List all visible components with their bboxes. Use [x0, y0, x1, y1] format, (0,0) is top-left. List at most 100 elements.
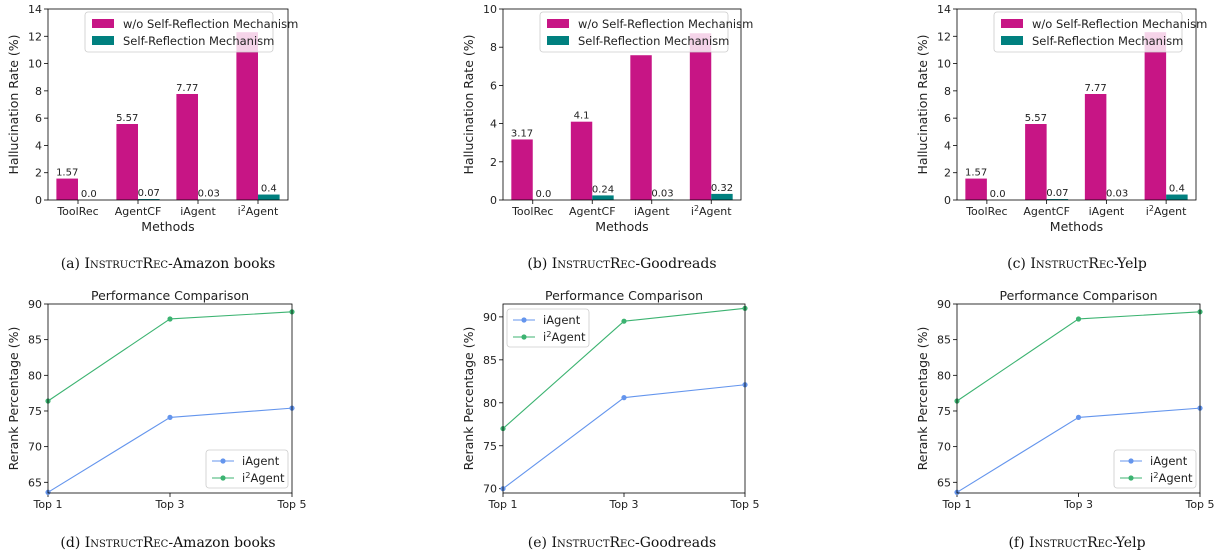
x-tick-label: ToolRec	[511, 205, 553, 218]
data-label: 0.03	[1106, 189, 1128, 200]
data-label: 4.1	[574, 111, 590, 122]
bar-with-reflection-agentcf	[592, 195, 614, 200]
data-label: 0.4	[1169, 184, 1185, 195]
y-tick-label: 85	[28, 334, 42, 347]
bar-with-reflection-i2agent	[258, 194, 280, 200]
y-tick-label: 0	[944, 194, 951, 207]
bar-without-reflection-iagent	[176, 93, 198, 200]
legend-marker	[1128, 475, 1134, 481]
y-tick-label: 4	[35, 139, 42, 152]
bar-with-reflection-agentcf	[138, 199, 160, 200]
series-line-iagent	[502, 384, 746, 490]
legend-swatch-with-reflection	[1001, 36, 1023, 45]
subfigure-caption-f: (f) InstructRec-Yelp	[1008, 535, 1145, 551]
legend-label: w/o Self-Reflection Mechanism	[1032, 17, 1207, 31]
y-tick-label: 2	[35, 167, 42, 180]
bar-without-reflection-agentcf	[570, 121, 593, 200]
y-tick-label: 80	[28, 369, 42, 382]
y-tick-label: 6	[490, 79, 497, 92]
bar-with-reflection-i2agent	[1166, 194, 1188, 200]
y-tick-label: 85	[937, 334, 951, 347]
y-tick-label: 8	[35, 85, 42, 98]
series-line-i2agent	[956, 311, 1201, 402]
data-label: 0.0	[536, 189, 552, 200]
y-tick-label: 2	[944, 167, 951, 180]
y-tick-label: 10	[937, 58, 951, 71]
y-tick-label: 75	[28, 405, 42, 418]
y-tick-label: 65	[28, 476, 42, 489]
y-tick-label: 10	[483, 3, 497, 16]
bar-without-reflection-toolrec	[56, 178, 78, 200]
legend-swatch-with-reflection	[547, 36, 569, 45]
legend-swatch-with-reflection	[92, 36, 114, 45]
plot-frame	[502, 8, 742, 201]
y-tick-label: 12	[937, 30, 951, 43]
data-label: 7.77	[1084, 83, 1106, 94]
legend-label: iAgent	[543, 313, 581, 327]
legend-label: Self-Reflection Mechanism	[1032, 34, 1183, 48]
y-axis-label: Hallucination Rate (%)	[6, 34, 21, 174]
legend-box	[993, 11, 1183, 53]
y-tick-label: 6	[944, 112, 951, 125]
chart-title: Performance Comparison	[999, 288, 1157, 303]
legend-swatch-without-reflection	[547, 19, 569, 28]
data-point-i2agent	[167, 316, 173, 322]
x-tick-label: Top 5	[1184, 498, 1214, 511]
x-tick-label: AgentCF	[1023, 205, 1070, 218]
data-label: 5.57	[1025, 113, 1047, 124]
data-point-i2agent	[621, 318, 627, 324]
x-tick-label: ToolRec	[56, 205, 98, 218]
bar-without-reflection-agentcf	[116, 124, 138, 200]
x-tick-label: Top 3	[1063, 498, 1093, 511]
legend-label: Self-Reflection Mechanism	[578, 34, 729, 48]
chart-title: Performance Comparison	[91, 288, 249, 303]
subfigure-caption-a: (a) InstructRec-Amazon books	[61, 256, 276, 272]
bar-with-reflection-agentcf	[1046, 199, 1069, 200]
x-tick-label: AgentCF	[569, 205, 616, 218]
data-label: 0.32	[711, 183, 733, 194]
bar-chart-2: 3.17 0.0 ToolRec 4.1 0.24 AgentCF 0.03 iAgent 0.…	[461, 3, 753, 234]
x-tick-label: Top 1	[32, 498, 62, 511]
legend-marker	[521, 317, 527, 323]
legend-swatch-without-reflection	[92, 19, 114, 28]
legend-marker	[1128, 458, 1134, 464]
y-tick-label: 90	[483, 311, 497, 324]
legend-marker	[220, 475, 226, 481]
x-tick-label: iAgent	[180, 205, 216, 218]
data-label: 0.0	[81, 189, 97, 200]
x-tick-label: Top 3	[154, 498, 184, 511]
line-chart-6: 65 70 75 80 85 90 Top 1 Top 3 Top 5 Performance C…	[915, 288, 1215, 511]
x-tick-label: Top 1	[487, 498, 517, 511]
x-axis-label: Methods	[141, 219, 194, 234]
data-label: 3.17	[511, 128, 533, 139]
legend-label: w/o Self-Reflection Mechanism	[123, 17, 298, 31]
legend-marker	[521, 334, 527, 340]
legend-label: w/o Self-Reflection Mechanism	[578, 17, 753, 31]
y-tick-label: 4	[490, 118, 497, 131]
y-tick-label: 12	[28, 30, 42, 43]
bar-without-reflection-i2agent	[1144, 32, 1167, 200]
y-tick-label: 65	[937, 476, 951, 489]
y-tick-label: 14	[937, 3, 951, 16]
line-chart-5: 70 75 80 85 90 Top 1 Top 3 Top 5 Performance Com…	[461, 288, 760, 511]
series-line-i2agent	[47, 311, 293, 402]
legend-box	[539, 11, 729, 53]
y-tick-label: 6	[35, 112, 42, 125]
y-tick-label: 75	[483, 440, 497, 453]
bar-without-reflection-agentcf	[1025, 124, 1047, 200]
x-tick-label: Top 5	[729, 498, 759, 511]
data-label: 0.0	[990, 189, 1006, 200]
plot-frame	[502, 303, 746, 494]
y-tick-label: 85	[483, 354, 497, 367]
y-axis-label: Rerank Percentage (%)	[6, 327, 21, 471]
legend-label: i2Agent	[543, 329, 586, 344]
data-label: 1.57	[965, 168, 987, 179]
data-label: 0.03	[651, 188, 673, 199]
line-chart-4: 65 70 75 80 85 90 Top 1 Top 3 Top 5 Performance C…	[6, 288, 307, 511]
legend-label: Self-Reflection Mechanism	[123, 34, 274, 48]
y-tick-label: 80	[483, 397, 497, 410]
x-tick-label: i2Agent	[1146, 204, 1187, 218]
bar-chart-3: 1.570.0 ToolRec 5.57 0.07 AgentCF 7.77 0.03 iAg…	[915, 3, 1207, 234]
data-label: 0.4	[261, 184, 277, 195]
x-tick-label: AgentCF	[115, 205, 162, 218]
